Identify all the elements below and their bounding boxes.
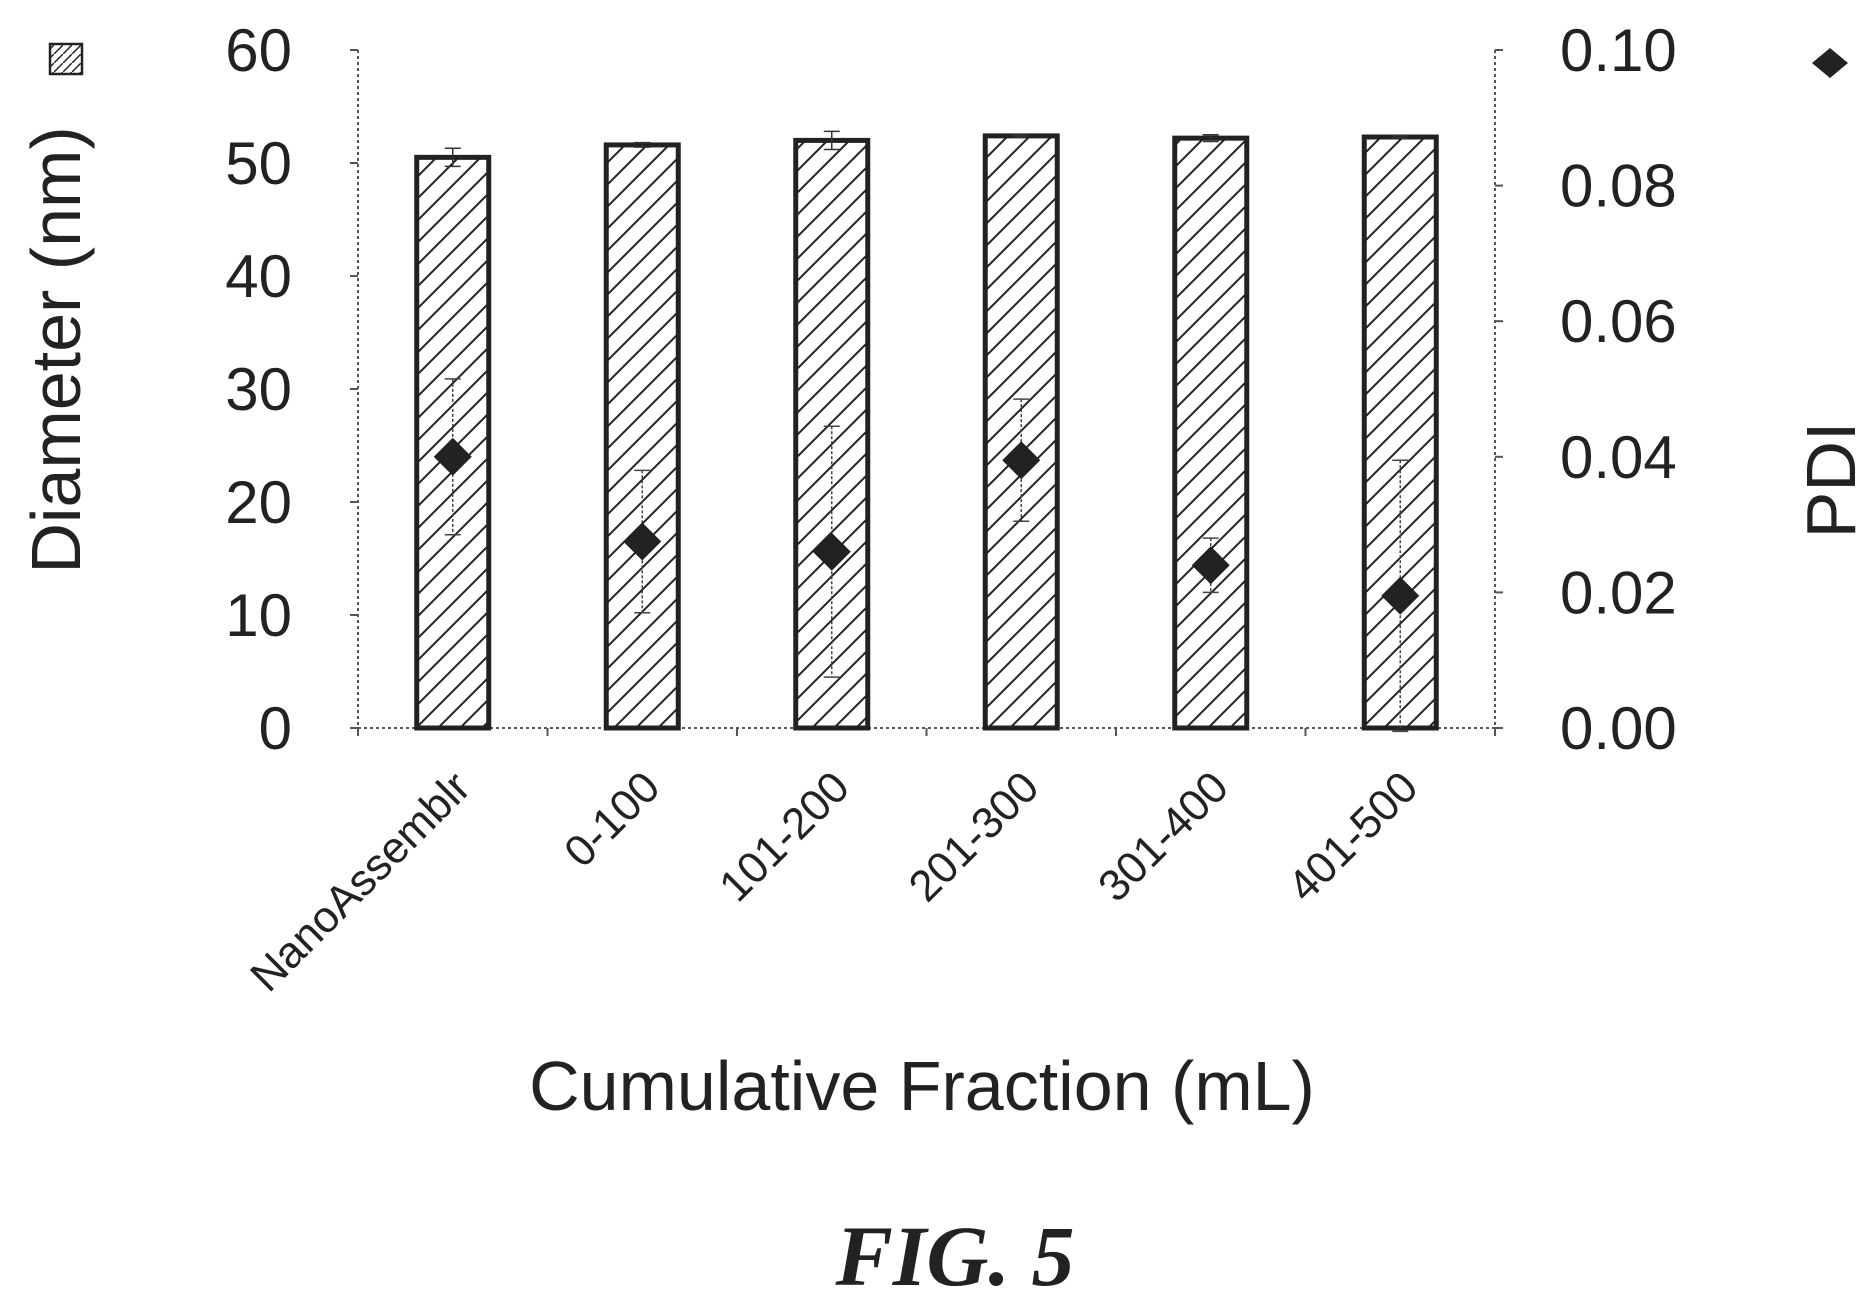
x-tick-label: 401-500 [1278, 762, 1427, 911]
y2-tick-label: 0.08 [1560, 153, 1677, 220]
y2-ticks: 0.00 0.02 0.04 0.06 0.08 0.10 [1560, 17, 1677, 762]
y2-tick-label: 0.10 [1560, 17, 1677, 84]
y-tick-label: 10 [225, 582, 292, 649]
diameter-bar [1172, 135, 1250, 731]
y2-tick-label: 0.06 [1560, 288, 1677, 355]
y2-tick-label: 0.02 [1560, 559, 1677, 626]
x-tick-label: 201-300 [899, 762, 1048, 911]
pdi-point [433, 437, 472, 476]
hatched-square-icon [48, 42, 84, 76]
x-ticks: NanoAssemblr 0-100 101-200 201-300 301-4… [241, 762, 1427, 1001]
y-tick-label: 50 [225, 130, 292, 197]
pdi-point [812, 532, 851, 571]
pdi-point [623, 522, 662, 561]
y-tick-label: 40 [225, 243, 292, 310]
diameter-bar [603, 142, 681, 731]
pdi-point [1381, 576, 1420, 615]
x-axis-title: Cumulative Fraction (mL) [529, 1047, 1315, 1125]
y-tick-label: 0 [259, 695, 292, 762]
y-axis-title: Diameter (nm) [17, 126, 95, 573]
y2-axis-title: PDI [1792, 422, 1870, 539]
figure-caption: FIG. 5 [835, 1208, 1075, 1301]
y-tick-label: 60 [225, 17, 292, 84]
x-tick-label: 101-200 [710, 762, 859, 911]
pdi-point [1191, 546, 1230, 585]
diameter-bar [1361, 134, 1439, 731]
y-ticks: 0 10 20 30 40 50 60 [225, 17, 292, 762]
pdi-point [1002, 441, 1041, 480]
x-tick-label: 301-400 [1089, 762, 1238, 911]
x-tick-label: NanoAssemblr [241, 762, 480, 1001]
y-tick-label: 30 [225, 356, 292, 423]
diamond-icon [1812, 48, 1848, 78]
y-tick-label: 20 [225, 469, 292, 536]
chart-marks [350, 49, 1503, 736]
x-tick-label: 0-100 [555, 762, 669, 876]
y2-tick-label: 0.00 [1560, 695, 1677, 762]
y2-tick-label: 0.04 [1560, 424, 1677, 491]
